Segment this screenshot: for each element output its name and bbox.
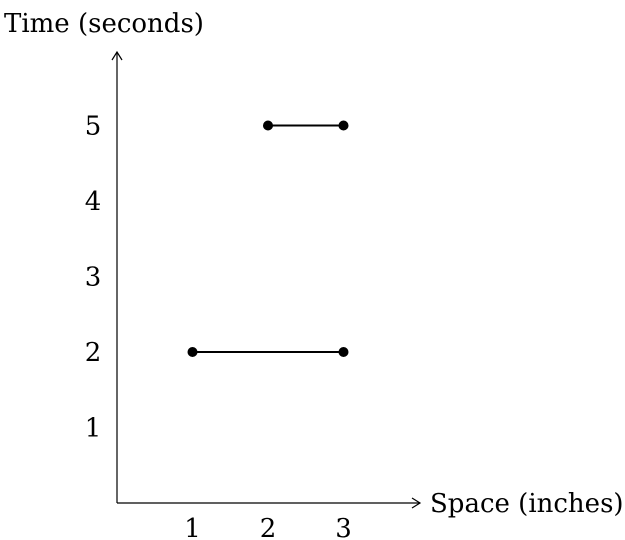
data-segments: [187, 120, 349, 357]
y-tick-label-2: 2: [85, 338, 102, 368]
y-tick-label-3: 3: [85, 263, 102, 293]
segment-1-start-point: [263, 120, 273, 131]
segment-0-start-point: [187, 347, 198, 357]
y-tick-label-5: 5: [85, 112, 102, 142]
x-tick-label-2: 2: [260, 514, 277, 540]
segment-1-end-point: [338, 120, 349, 131]
x-axis-title: Space (inches): [430, 489, 624, 519]
y-axis-title: Time (seconds): [4, 9, 204, 39]
y-tick-label-1: 1: [85, 414, 102, 444]
x-tick-label-1: 1: [184, 514, 201, 540]
x-axis-arrow: [411, 497, 422, 509]
segment-0-end-point: [338, 347, 349, 357]
y-tick-label-4: 4: [85, 187, 102, 217]
y-axis-arrow: [111, 50, 123, 61]
x-tick-label-3: 3: [335, 514, 352, 540]
y-tick-labels: 1 2 3 4 5: [85, 112, 102, 444]
x-tick-labels: 1 2 3: [184, 514, 352, 540]
